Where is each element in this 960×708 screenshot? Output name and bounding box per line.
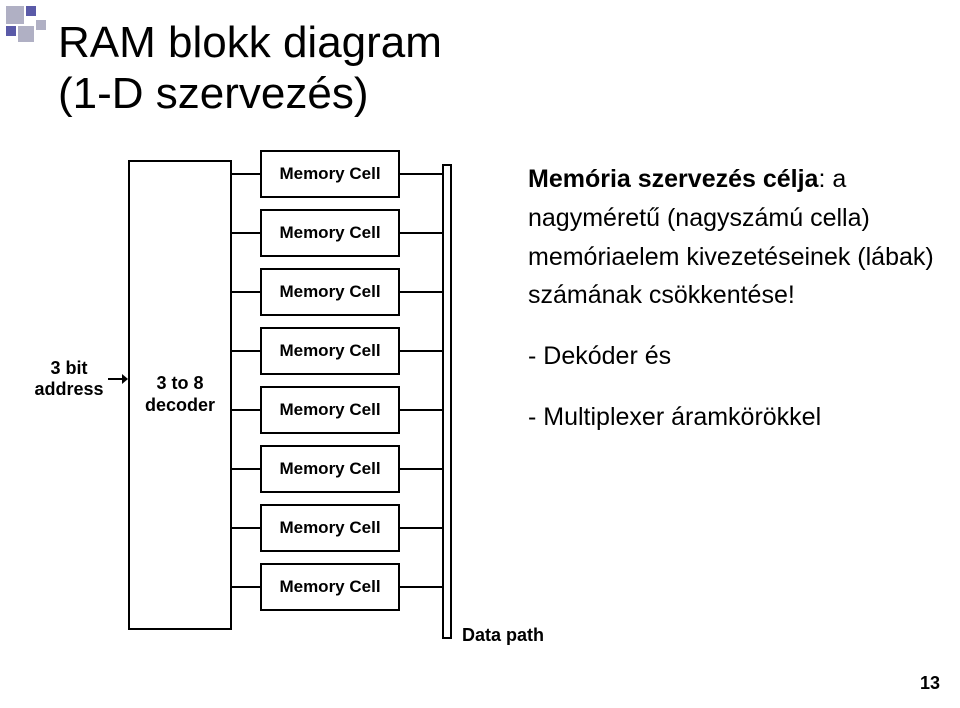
memory-cell: Memory Cell — [260, 386, 400, 434]
bus-cap — [442, 637, 452, 639]
address-bits: 3 bit — [50, 358, 87, 378]
bitline-stub — [400, 350, 444, 352]
address-arrow — [108, 378, 122, 380]
wordline — [232, 291, 260, 293]
memory-cell: Memory Cell — [260, 268, 400, 316]
bitline-stub — [400, 468, 444, 470]
deco-square — [18, 26, 34, 42]
data-bus-line — [450, 164, 452, 637]
wordline — [232, 350, 260, 352]
memory-cell: Memory Cell — [260, 504, 400, 552]
goal-heading: Memória szervezés célja — [528, 165, 818, 193]
memory-cell: Memory Cell — [260, 209, 400, 257]
wordline — [232, 586, 260, 588]
bitline-stub — [400, 409, 444, 411]
memory-cell: Memory Cell — [260, 150, 400, 198]
wordline — [232, 527, 260, 529]
title-line2: (1-D szervezés) — [58, 69, 369, 118]
decoder-label: 3 to 8 decoder — [134, 373, 226, 416]
memory-cell: Memory Cell — [260, 563, 400, 611]
deco-square — [36, 20, 46, 30]
address-word: address — [34, 379, 103, 399]
title-line1: RAM blokk diagram — [58, 18, 442, 67]
deco-square — [6, 26, 16, 36]
bullet-decoder: - Dekóder és — [528, 337, 938, 376]
deco-square — [26, 6, 36, 16]
bullet-multiplexer: - Multiplexer áramkörökkel — [528, 398, 938, 437]
memory-cell: Memory Cell — [260, 327, 400, 375]
address-width-label: 3 bit address — [30, 358, 108, 399]
bitline-stub — [400, 173, 444, 175]
wordline — [232, 409, 260, 411]
bitline-stub — [400, 527, 444, 529]
wordline — [232, 468, 260, 470]
deco-square — [6, 6, 24, 24]
data-path-label: Data path — [462, 625, 544, 646]
wordline — [232, 232, 260, 234]
memory-cell: Memory Cell — [260, 445, 400, 493]
bus-cap — [442, 164, 452, 166]
data-bus-line — [442, 164, 444, 637]
bitline-stub — [400, 291, 444, 293]
decoder-block: 3 to 8 decoder — [128, 160, 232, 630]
wordline — [232, 173, 260, 175]
goal-paragraph: Memória szervezés célja: a nagyméretű (n… — [528, 160, 938, 315]
bitline-stub — [400, 232, 444, 234]
slide-title: RAM blokk diagram (1-D szervezés) — [58, 18, 442, 119]
corner-decoration — [6, 6, 66, 56]
explanation-text: Memória szervezés célja: a nagyméretű (n… — [528, 160, 938, 459]
bitline-stub — [400, 586, 444, 588]
slide-number: 13 — [920, 673, 940, 694]
ram-block-diagram: 3 bit address 3 to 8 decoder Memory Cell… — [30, 150, 550, 690]
